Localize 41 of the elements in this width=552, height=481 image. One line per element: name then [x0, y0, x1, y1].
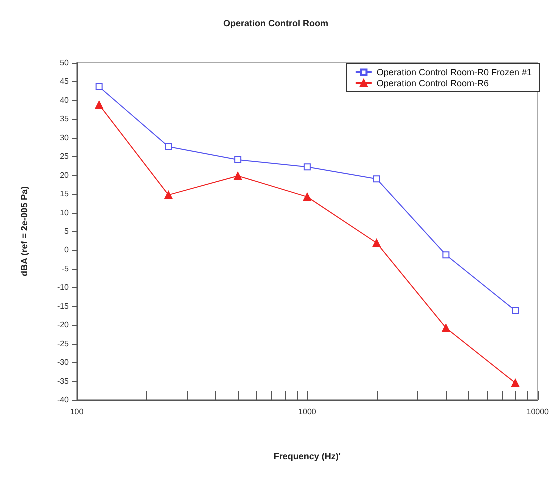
- y-tick-label: 10: [60, 208, 70, 218]
- y-tick-label: 30: [60, 133, 70, 142]
- y-tick-label: -35: [57, 376, 70, 386]
- chart-title: Operation Control Room: [224, 18, 328, 28]
- y-axis-title: dBA (ref = 2e-005 Pa): [20, 186, 30, 276]
- point: [234, 172, 242, 180]
- point: [373, 176, 380, 183]
- point: [442, 252, 450, 259]
- y-tick-label: 35: [60, 114, 70, 124]
- point: [442, 324, 450, 332]
- y-tick-label: -10: [57, 283, 70, 292]
- x-axis-title: Frequency (Hz)': [274, 452, 342, 462]
- y-tick-label: -30: [57, 358, 70, 368]
- point: [304, 164, 311, 171]
- y-tick-label: -40: [57, 396, 70, 404]
- x-tick-label: 10000: [526, 408, 550, 416]
- x-tick-label: 100: [70, 408, 84, 416]
- y-tick-label: 45: [60, 77, 70, 86]
- y-tick-label: 40: [60, 96, 70, 105]
- y-tick-label: -5: [62, 264, 70, 274]
- point: [512, 307, 520, 314]
- y-tick-label: -15: [57, 302, 70, 311]
- legend-label: Operation Control Room-R0 Frozen #1: [376, 68, 532, 78]
- y-tick-label: 20: [60, 170, 70, 180]
- y-tick-label: 5: [64, 227, 70, 236]
- point: [372, 239, 381, 248]
- point: [512, 379, 520, 388]
- point: [165, 143, 172, 150]
- point: [164, 191, 173, 200]
- point: [95, 100, 104, 109]
- y-tick-label: 50: [60, 58, 70, 68]
- point: [96, 83, 103, 90]
- point: [234, 156, 242, 164]
- x-tick-label: 1000: [298, 408, 317, 416]
- legend-label: Operation Control Room-R6: [376, 78, 489, 88]
- y-tick-label: 0: [64, 246, 70, 255]
- y-tick-label: -20: [57, 320, 70, 330]
- y-tick-label: 25: [60, 152, 70, 162]
- point: [303, 193, 312, 202]
- y-tick-label: 15: [60, 190, 70, 199]
- y-tick-label: -25: [57, 339, 70, 348]
